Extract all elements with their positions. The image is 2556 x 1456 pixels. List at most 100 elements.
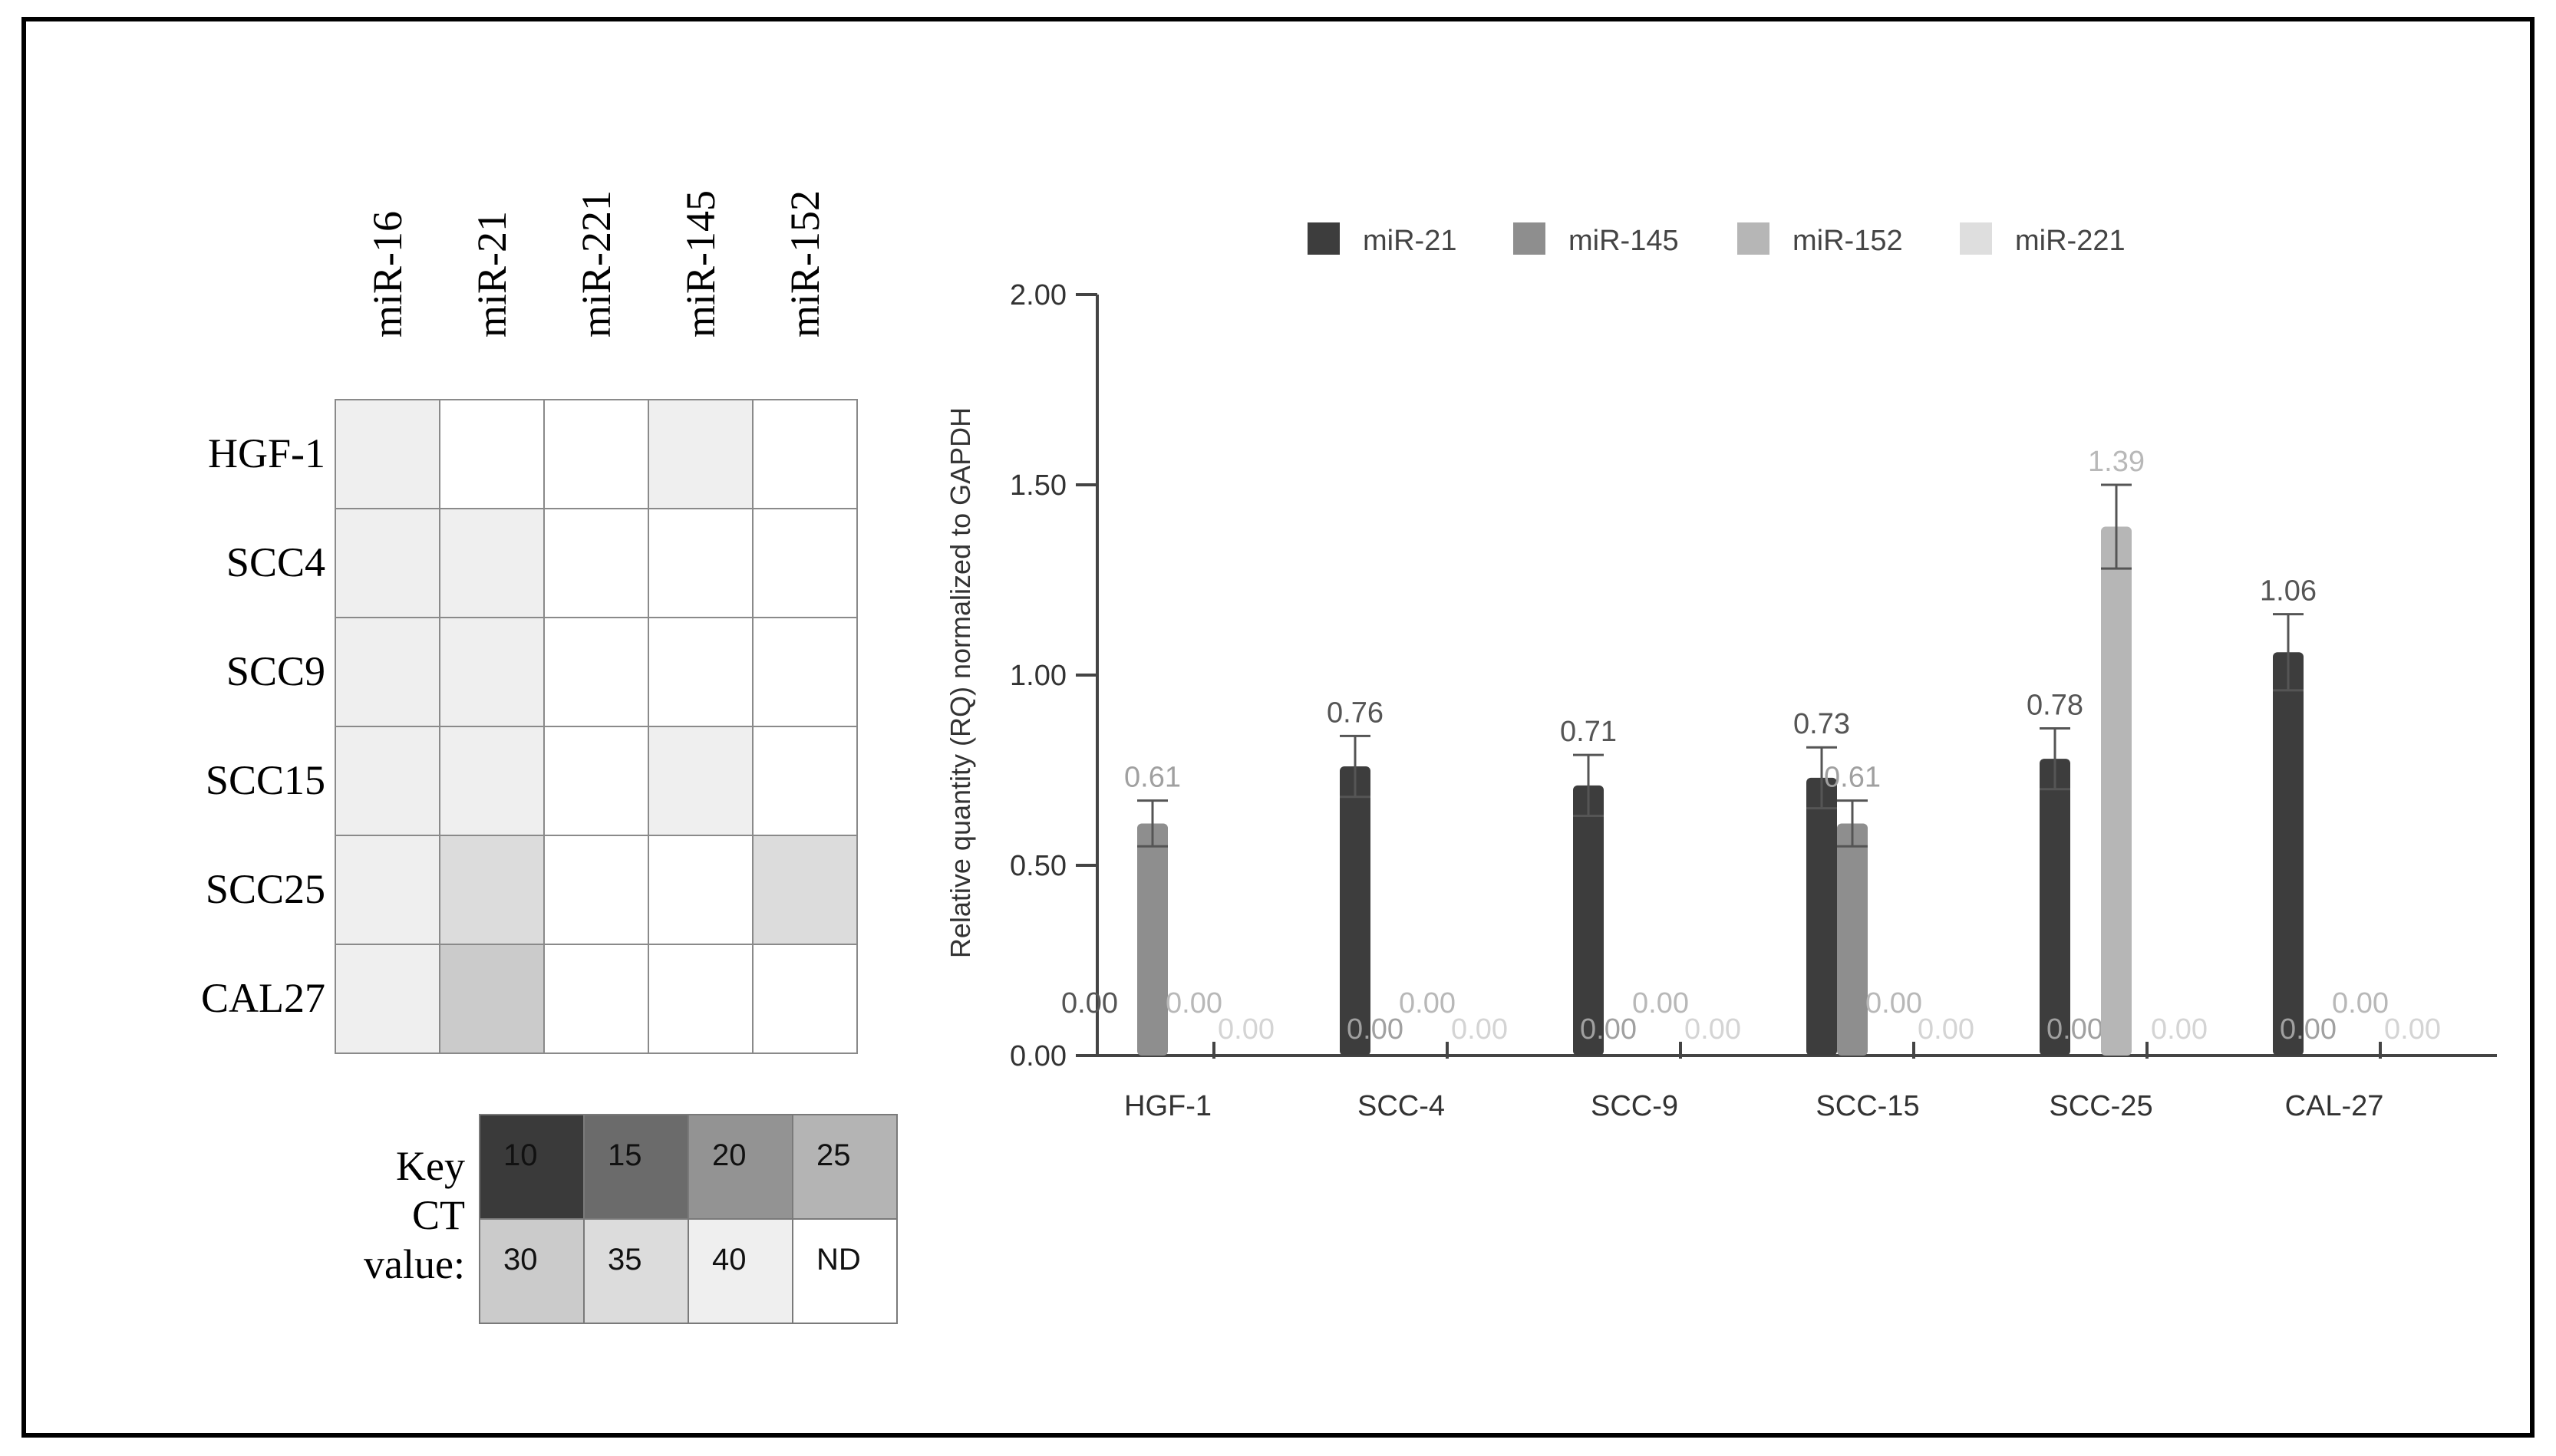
data-label: 0.00	[2280, 1013, 2337, 1046]
data-label: 0.00	[2046, 1013, 2103, 1046]
key-cell: 20	[688, 1114, 793, 1220]
x-tick-label: SCC-25	[2049, 1090, 2152, 1122]
heatmap-row-header: SCC9	[226, 648, 325, 694]
bar	[1137, 823, 1168, 1056]
legend-swatch	[1737, 222, 1769, 255]
data-label: 0.00	[1632, 987, 1689, 1020]
heatmap-cell	[752, 617, 858, 727]
data-label: 0.00	[1451, 1013, 1508, 1046]
heatmap-cell	[335, 944, 440, 1054]
heatmap-cell	[752, 726, 858, 836]
y-tick-label: 0.50	[1010, 850, 1067, 882]
y-tick-label: 1.00	[1010, 660, 1067, 692]
key-cell: 35	[583, 1218, 689, 1324]
heatmap-cell	[648, 726, 754, 836]
heatmap-cell	[439, 399, 545, 509]
bar	[1837, 823, 1868, 1056]
data-label: 0.00	[1865, 987, 1922, 1020]
y-axis-label: Relative quantity (RQ) normalized to GAP…	[945, 407, 976, 958]
heatmap-cell	[543, 617, 649, 727]
data-label: 0.76	[1327, 697, 1384, 729]
heatmap-cell	[752, 508, 858, 618]
key-cell: 30	[479, 1218, 585, 1324]
data-label: 0.00	[1347, 1013, 1403, 1046]
data-label: 0.00	[2332, 987, 2389, 1020]
bar	[1573, 785, 1604, 1056]
data-label: 0.61	[1124, 762, 1181, 794]
x-tick-label: HGF-1	[1124, 1090, 1212, 1122]
bar	[2273, 652, 2304, 1056]
heatmap-cell	[439, 617, 545, 727]
y-tick-label: 2.00	[1010, 279, 1067, 311]
key-cell: 15	[583, 1114, 689, 1220]
legend-entry: miR-21	[1363, 225, 1456, 257]
key-label-line1: Key	[396, 1143, 465, 1189]
data-label: 0.00	[1399, 987, 1456, 1020]
legend-entry: miR-145	[1568, 225, 1679, 257]
legend-swatch	[1308, 222, 1340, 255]
heatmap-row-header: SCC4	[226, 539, 325, 585]
data-label: 1.39	[2088, 446, 2145, 478]
heatmap-col-header: miR-145	[678, 189, 724, 338]
data-label: 0.71	[1560, 716, 1617, 748]
heatmap-cell	[752, 835, 858, 945]
legend-entry: miR-152	[1792, 225, 1903, 257]
legend-entry: miR-221	[2015, 225, 2126, 257]
key-cell: 10	[479, 1114, 585, 1220]
heatmap-cell	[543, 726, 649, 836]
data-label: 0.00	[1218, 1013, 1275, 1046]
bar	[2040, 759, 2070, 1056]
x-tick-label: SCC-4	[1357, 1090, 1445, 1122]
figure-frame: miR-16 miR-21 miR-221 miR-145 miR-152 HGF-1 SC…	[21, 17, 2535, 1438]
heatmap-col-header: miR-16	[364, 210, 411, 338]
heatmap-cell	[648, 508, 754, 618]
heatmap-cell	[439, 726, 545, 836]
heatmap-cell	[648, 617, 754, 727]
x-tick-label: SCC-9	[1591, 1090, 1678, 1122]
key-label-line3: value:	[364, 1241, 465, 1287]
data-label: 0.00	[1166, 987, 1222, 1020]
heatmap-cell	[648, 399, 754, 509]
data-label: 0.73	[1793, 708, 1850, 740]
heatmap-cell	[335, 726, 440, 836]
data-label: 0.00	[1918, 1013, 1974, 1046]
heatmap-row-header: HGF-1	[207, 430, 325, 476]
heatmap-row-header: SCC25	[205, 866, 325, 912]
x-tick-label: CAL-27	[2285, 1090, 2384, 1122]
heatmap-cell	[335, 835, 440, 945]
heatmap-row-header: SCC15	[205, 757, 325, 803]
data-label: 0.00	[2384, 1013, 2441, 1046]
heatmap-cell	[439, 835, 545, 945]
legend-swatch	[1513, 222, 1545, 255]
data-label: 0.00	[2151, 1013, 2208, 1046]
heatmap-cell	[648, 944, 754, 1054]
heatmap-cell	[543, 944, 649, 1054]
bar	[1340, 766, 1370, 1056]
y-tick-label: 0.00	[1010, 1040, 1067, 1072]
key-cell: 25	[792, 1114, 898, 1220]
data-label: 0.00	[1580, 1013, 1637, 1046]
rq-bar-chart: 0.00 0.50 1.00 1.50 2.00 Relative quantity (R…	[945, 222, 2497, 1122]
heatmap-cell	[543, 835, 649, 945]
heatmap-row-header: CAL27	[201, 975, 325, 1021]
data-label: 0.61	[1824, 762, 1881, 794]
heatmap-cell	[752, 399, 858, 509]
data-label: 0.00	[1684, 1013, 1741, 1046]
key-label-line2: CT	[411, 1192, 465, 1238]
heatmap-cell	[335, 399, 440, 509]
key-cell: ND	[792, 1218, 898, 1324]
y-tick-label: 1.50	[1010, 469, 1067, 502]
data-label: 0.00	[1061, 987, 1118, 1020]
heatmap-cell	[439, 944, 545, 1054]
heatmap-col-header: miR-152	[782, 189, 828, 338]
bar	[1806, 777, 1837, 1056]
data-label: 1.06	[2260, 575, 2317, 608]
bar	[2101, 526, 2132, 1056]
legend-swatch	[1960, 222, 1992, 255]
heatmap-cell	[648, 835, 754, 945]
x-tick-label: SCC-15	[1816, 1090, 1919, 1122]
key-cell: 40	[688, 1218, 793, 1324]
heatmap-col-header: miR-21	[469, 210, 515, 338]
heatmap-cell	[543, 399, 649, 509]
heatmap-cell	[335, 508, 440, 618]
